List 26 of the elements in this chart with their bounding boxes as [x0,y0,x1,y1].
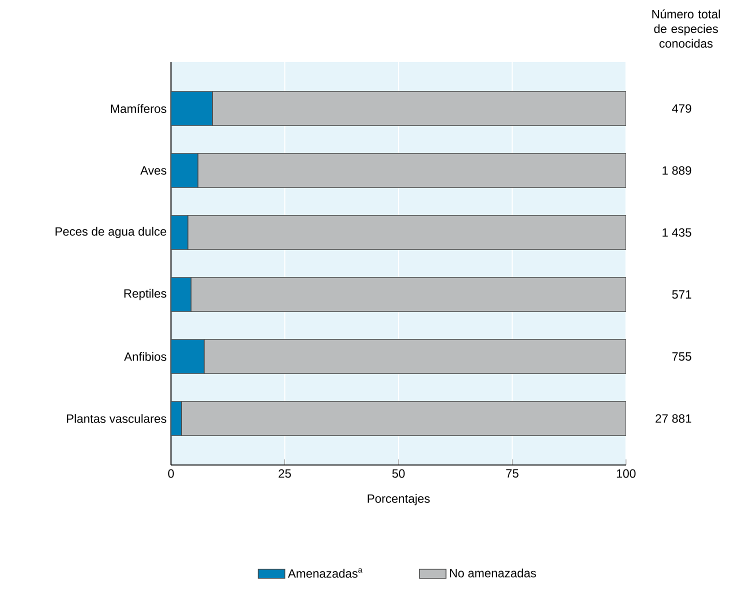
text: 755 [672,352,692,361]
x-tick-label: 0 [168,469,174,478]
y-tick-label: Mamíferos [111,104,166,113]
x-axis-title: Porcentajes [368,494,430,506]
legend-label: Amenazadas$^{a}$ [288,568,362,578]
y-tick-label: Plantas vasculares [67,414,166,423]
x-tick-label: 25 [278,469,291,478]
y-tick-label: Anfibios [124,352,166,361]
text: 571 [672,290,692,299]
y-tick-label: Reptiles [124,288,166,300]
legend-label: No amenazadas [450,568,536,578]
bar [171,91,213,126]
x-tick-label: 100 [616,469,636,478]
text: 27 881 [656,414,692,423]
text: 1 889 [662,166,692,175]
x-tick-label: 75 [506,469,518,478]
bar [171,277,192,312]
bar [171,215,188,250]
y-tick-label: Aves [140,166,166,175]
text: 479 [672,104,692,113]
bar [171,153,198,188]
x-tick-label: 50 [392,469,405,478]
text: 1 435 [662,228,692,237]
bar [171,339,205,374]
text: Número total de especies conocidas [652,9,720,48]
y-tick-label: Peces de agua dulce [56,226,166,238]
